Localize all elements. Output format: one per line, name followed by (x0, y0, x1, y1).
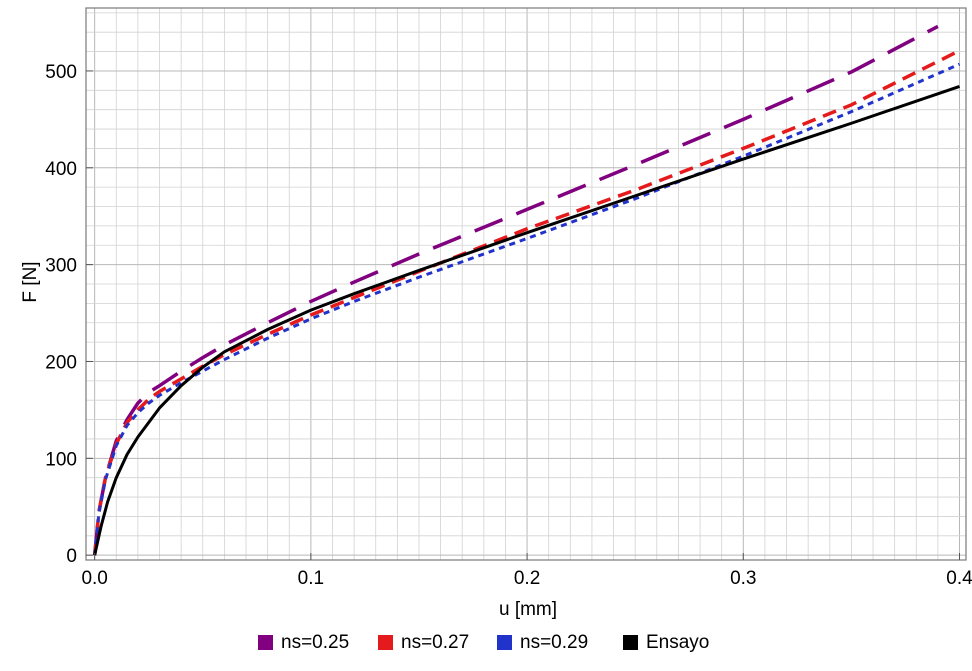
series-line-ns-0-25 (92, 24, 939, 556)
legend: ns=0.25 ns=0.27 ns=0.29 Ensayo (258, 632, 709, 653)
legend-swatch (623, 635, 638, 650)
plot-frame (85, 7, 967, 561)
x-tick-label: 0.1 (298, 568, 324, 589)
x-tick-label: 0.4 (946, 568, 972, 589)
x-tick-label: 0.3 (730, 568, 756, 589)
x-tick-label: 0.0 (81, 568, 107, 589)
legend-label: ns=0.29 (520, 632, 588, 653)
series-layer (92, 24, 961, 556)
y-tick-label: 200 (45, 352, 77, 373)
legend-swatch (378, 635, 393, 650)
x-tick-label: 0.2 (514, 568, 540, 589)
y-tick-label: 300 (45, 256, 77, 277)
x-axis-title: u [mm] (499, 599, 557, 620)
series-line-ns-0-29 (93, 62, 961, 556)
y-tick-label: 400 (45, 159, 77, 180)
legend-swatch (258, 635, 273, 650)
y-tick-label: 500 (45, 62, 77, 83)
legend-label: ns=0.25 (281, 632, 349, 653)
y-tick-label: 100 (45, 449, 77, 470)
legend-swatch (497, 635, 512, 650)
y-tick-label: 0 (66, 546, 77, 567)
series-line-ensayo (93, 85, 960, 556)
y-axis-title: F [N] (20, 261, 41, 302)
grid (86, 8, 966, 560)
legend-label: ns=0.27 (401, 632, 469, 653)
tick-layer: 0.0 0.1 0.2 0.3 0.4 0 100 200 300 400 500 (45, 62, 972, 589)
legend-label: Ensayo (646, 632, 709, 653)
